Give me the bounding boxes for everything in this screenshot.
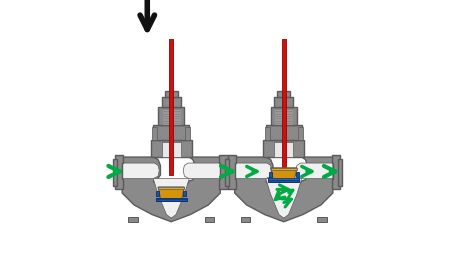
Polygon shape bbox=[228, 155, 236, 189]
Polygon shape bbox=[332, 155, 340, 189]
Bar bbox=[271, 107, 297, 125]
Bar bbox=[266, 125, 302, 140]
Bar bbox=[268, 178, 299, 180]
Bar bbox=[271, 168, 297, 170]
Polygon shape bbox=[115, 155, 123, 189]
Bar bbox=[152, 127, 157, 140]
Bar bbox=[158, 107, 184, 125]
Bar bbox=[157, 192, 160, 196]
Bar bbox=[151, 140, 192, 157]
Bar bbox=[298, 127, 303, 140]
Bar bbox=[183, 192, 186, 196]
Polygon shape bbox=[271, 168, 297, 180]
Bar bbox=[274, 97, 293, 107]
Polygon shape bbox=[122, 157, 220, 222]
Bar bbox=[265, 127, 270, 140]
Polygon shape bbox=[122, 163, 159, 179]
Bar bbox=[153, 125, 189, 140]
Polygon shape bbox=[296, 163, 333, 179]
Bar bbox=[128, 217, 138, 222]
Bar bbox=[317, 217, 327, 222]
Bar bbox=[274, 142, 293, 157]
Bar bbox=[225, 160, 229, 186]
Bar bbox=[268, 179, 299, 182]
Polygon shape bbox=[266, 179, 302, 218]
Bar bbox=[338, 160, 343, 186]
Polygon shape bbox=[235, 157, 333, 222]
Bar bbox=[241, 217, 250, 222]
Bar bbox=[165, 91, 178, 97]
Bar bbox=[282, 24, 286, 175]
Polygon shape bbox=[158, 187, 184, 199]
Bar bbox=[296, 172, 299, 177]
Bar bbox=[112, 160, 117, 186]
Polygon shape bbox=[219, 155, 228, 189]
Polygon shape bbox=[153, 179, 189, 218]
Bar bbox=[226, 160, 230, 186]
Bar bbox=[156, 198, 187, 201]
Bar bbox=[169, 24, 173, 175]
Polygon shape bbox=[235, 163, 272, 179]
Bar bbox=[277, 91, 290, 97]
Bar bbox=[269, 172, 272, 177]
Bar bbox=[162, 97, 181, 107]
Bar bbox=[158, 187, 184, 189]
Bar bbox=[185, 127, 190, 140]
Bar bbox=[156, 198, 187, 199]
Bar bbox=[224, 39, 231, 278]
Bar bbox=[263, 140, 304, 157]
Polygon shape bbox=[183, 163, 220, 179]
Bar bbox=[205, 217, 214, 222]
Bar bbox=[162, 142, 181, 157]
